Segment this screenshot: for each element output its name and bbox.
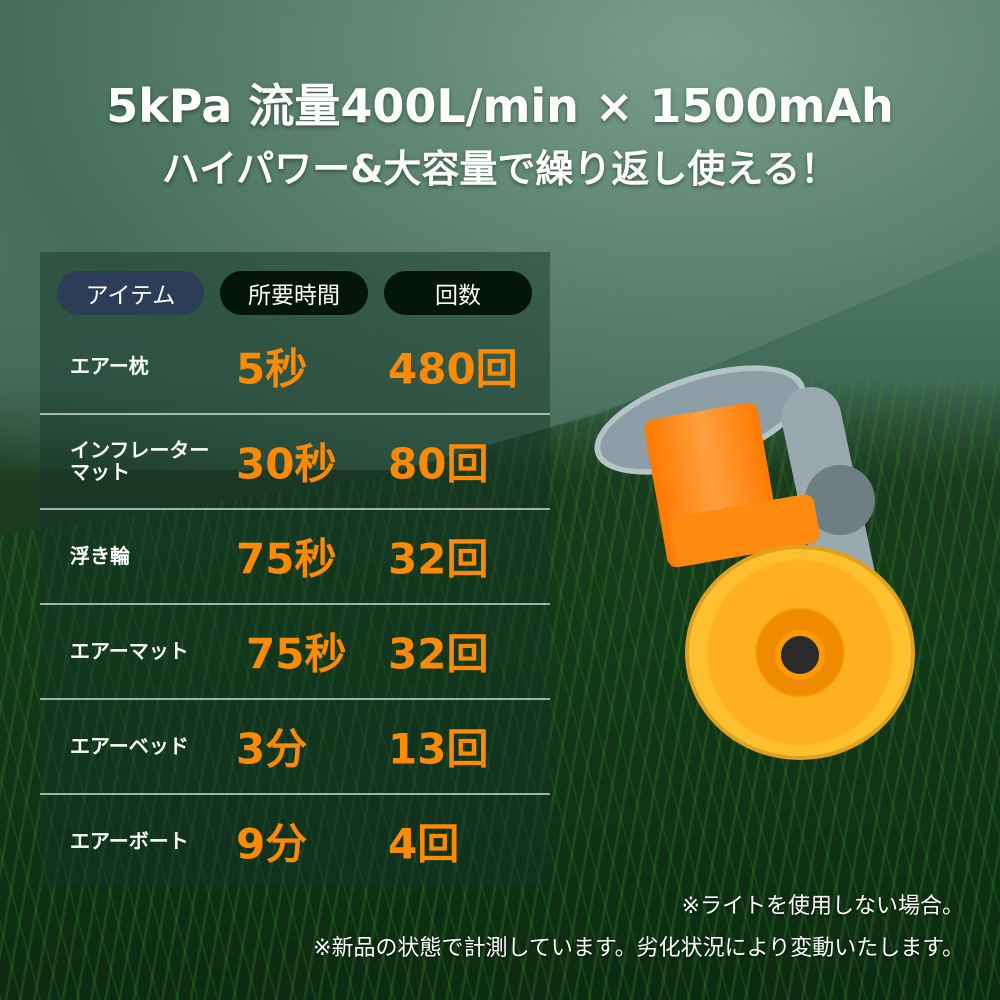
- time-value: 9分: [236, 819, 308, 868]
- headline-specs: 5kPa 流量400L/min × 1500mAh: [106, 79, 894, 133]
- row-divider: [40, 698, 550, 700]
- item-name: エアー枕: [70, 353, 149, 378]
- count-value: 480回: [388, 344, 518, 393]
- table-row: 浮き輪 75秒 32回: [40, 508, 550, 603]
- table-row: エアーボート 9分 4回: [40, 793, 550, 888]
- table-row: エアーマット 75秒 32回: [40, 603, 550, 698]
- time-value: 75秒: [236, 534, 337, 583]
- time-value: 75秒: [246, 629, 347, 678]
- item-name: 浮き輪: [70, 543, 130, 568]
- header-time: 所要時間: [220, 271, 368, 315]
- table-row: エアー枕 5秒 480回: [40, 318, 550, 413]
- time-value: 30秒: [236, 439, 337, 488]
- time-value: 5秒: [236, 344, 308, 393]
- row-divider: [40, 508, 550, 510]
- item-name: エアーマット: [70, 638, 189, 663]
- count-value: 4回: [388, 819, 460, 868]
- row-divider: [40, 603, 550, 605]
- table-row: インフレーターマット 30秒 80回: [40, 413, 550, 508]
- usage-table: [40, 252, 550, 886]
- count-value: 32回: [388, 629, 489, 678]
- item-name: エアーベッド: [70, 733, 189, 758]
- time-value: 3分: [236, 724, 308, 773]
- row-divider: [40, 793, 550, 795]
- item-name: エアーボート: [70, 828, 189, 853]
- count-value: 80回: [388, 439, 489, 488]
- count-value: 32回: [388, 534, 489, 583]
- headline-tagline: ハイパワー&大容量で繰り返し使える！: [161, 147, 839, 191]
- header-count: 回数: [384, 271, 532, 315]
- table-row: エアーベッド 3分 13回: [40, 698, 550, 793]
- header-item: アイテム: [57, 271, 204, 315]
- count-value: 13回: [388, 724, 489, 773]
- row-divider: [40, 413, 550, 415]
- item-name: インフレーターマット: [70, 437, 210, 484]
- footnote-light: ※ライトを使用しない場合。: [681, 894, 964, 919]
- footnote-measurement: ※新品の状態で計測しています。劣化状況により変動いたします。: [313, 936, 964, 961]
